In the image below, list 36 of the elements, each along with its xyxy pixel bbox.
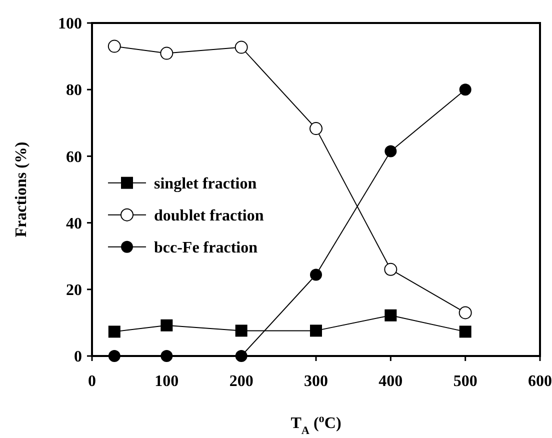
point xyxy=(310,268,322,281)
legend-label: doublet fraction xyxy=(154,207,264,224)
point xyxy=(108,40,121,53)
point xyxy=(459,326,472,338)
point xyxy=(459,84,472,96)
x-tick-label: 400 xyxy=(378,373,403,390)
y-tick-label: 60 xyxy=(66,148,82,166)
y-tick-label: 40 xyxy=(66,215,82,232)
point xyxy=(160,319,173,332)
x-tick-label: 100 xyxy=(154,373,179,390)
y-tick-label: 80 xyxy=(66,82,82,100)
x-tick-label: 300 xyxy=(304,373,328,390)
point xyxy=(310,122,322,136)
point xyxy=(160,46,174,60)
legend-label: singlet fraction xyxy=(154,175,257,192)
y-tick-label: 0 xyxy=(74,348,82,366)
x-tick-label: 600 xyxy=(528,373,552,390)
x-tick-label: 200 xyxy=(229,373,254,390)
point xyxy=(384,262,398,276)
point xyxy=(310,324,322,337)
x-tick-label: 0 xyxy=(88,373,96,390)
point xyxy=(235,350,248,362)
point xyxy=(235,324,248,337)
point xyxy=(234,40,248,54)
point xyxy=(160,350,173,362)
point xyxy=(384,145,397,158)
y-tick-label: 100 xyxy=(58,16,82,33)
point xyxy=(458,306,472,320)
legend-label: bcc-Fe fraction xyxy=(154,239,258,256)
point xyxy=(108,350,120,362)
point xyxy=(108,326,120,338)
x-tick-label: 500 xyxy=(453,373,478,390)
y-tick-label: 20 xyxy=(66,282,82,299)
y-axis-title: Fractions (%) xyxy=(13,142,30,238)
point xyxy=(384,309,397,322)
x-axis-title: T$_{A}$ ($^{o}$C) xyxy=(290,413,342,437)
